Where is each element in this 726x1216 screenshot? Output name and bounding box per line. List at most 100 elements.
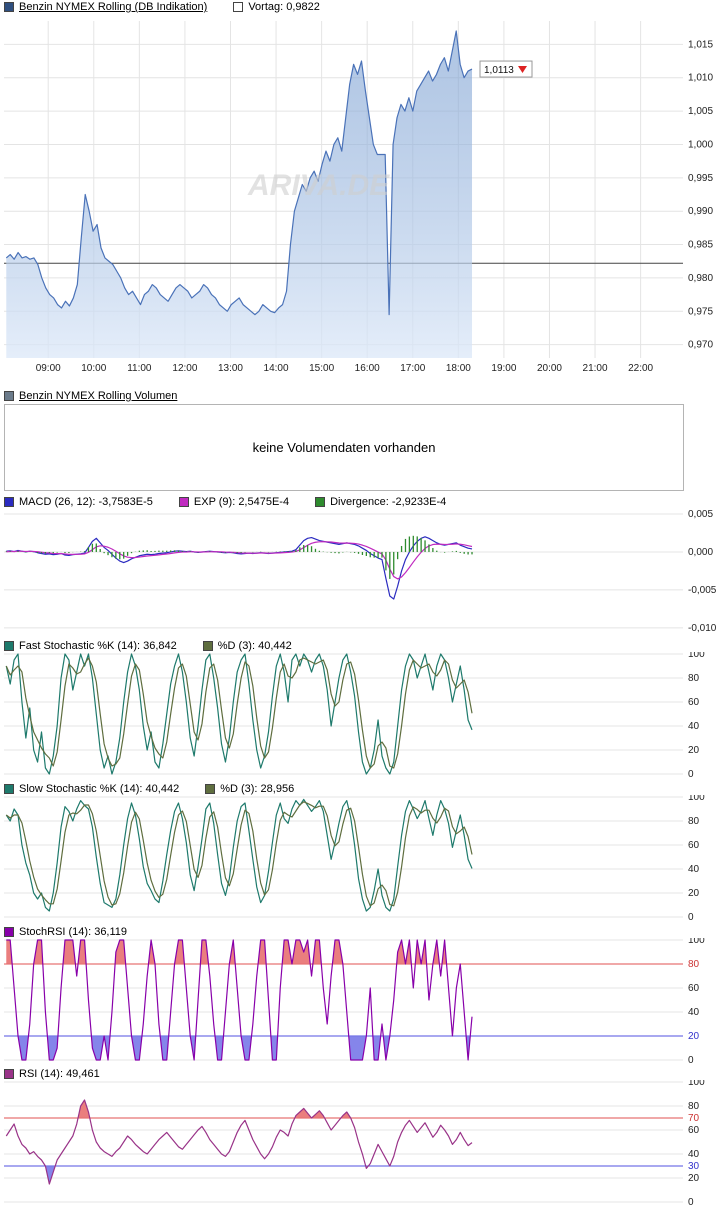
- fast-stochastic-chart[interactable]: 100 80 60 40 20 0: [0, 652, 726, 778]
- svg-text:0: 0: [688, 1197, 694, 1206]
- svg-text:80: 80: [688, 673, 700, 684]
- svg-text:18:00: 18:00: [446, 363, 471, 374]
- svg-text:80: 80: [688, 959, 700, 970]
- divergence-swatch-icon: [315, 497, 326, 507]
- fast-k-label: Fast Stochastic %K (14): 36,842: [19, 640, 177, 652]
- svg-text:100: 100: [688, 652, 705, 660]
- rsi-legend: RSI (14): 49,461: [4, 1068, 100, 1080]
- svg-text:14:00: 14:00: [264, 363, 289, 374]
- svg-text:100: 100: [688, 938, 705, 946]
- svg-text:0,995: 0,995: [688, 173, 713, 184]
- stochrsi-swatch-icon: [4, 927, 14, 937]
- price-chart[interactable]: 09:00 10:00 11:00 12:00 13:00 14:00 15:00 16:00…: [0, 13, 726, 388]
- svg-text:-0,010: -0,010: [688, 623, 717, 634]
- slow-stochastic-legend: Slow Stochastic %K (14): 40,442 %D (3): …: [4, 783, 294, 795]
- svg-text:100: 100: [688, 795, 705, 803]
- fast-k-swatch-icon: [4, 641, 14, 651]
- svg-text:0,980: 0,980: [688, 273, 713, 284]
- macd-toggle[interactable]: MACD (26, 12): -3,7583E-5: [4, 496, 153, 508]
- svg-text:20: 20: [688, 888, 700, 899]
- stochrsi-label: StochRSI (14): 36,119: [19, 926, 128, 938]
- vortag-toggle[interactable]: Vortag: 0,9822: [233, 1, 320, 13]
- svg-text:0: 0: [688, 1055, 694, 1064]
- svg-text:20: 20: [688, 745, 700, 756]
- rsi-swatch-icon: [4, 1069, 14, 1079]
- svg-text:30: 30: [688, 1161, 700, 1172]
- svg-text:15:00: 15:00: [309, 363, 334, 374]
- svg-text:22:00: 22:00: [628, 363, 653, 374]
- fast-d-label: %D (3): 40,442: [217, 640, 292, 652]
- macd-chart[interactable]: 0,005 0,000 -0,005 -0,010: [0, 509, 726, 637]
- macd-swatch-icon: [4, 497, 14, 507]
- svg-text:17:00: 17:00: [400, 363, 425, 374]
- price-legend: Benzin NYMEX Rolling (DB Indikation) Vor…: [4, 1, 320, 13]
- svg-text:60: 60: [688, 1125, 700, 1136]
- fast-k-toggle[interactable]: Fast Stochastic %K (14): 36,842: [4, 640, 177, 652]
- slow-k-swatch-icon: [4, 784, 14, 794]
- fast-d-toggle[interactable]: %D (3): 40,442: [202, 640, 292, 652]
- svg-text:0,005: 0,005: [688, 509, 713, 520]
- price-series-swatch-icon: [4, 2, 14, 12]
- slow-k-label: Slow Stochastic %K (14): 40,442: [19, 783, 180, 795]
- volume-series-toggle[interactable]: Benzin NYMEX Rolling Volumen: [4, 390, 177, 402]
- vortag-label: Vortag: 0,9822: [248, 1, 320, 13]
- svg-text:1,010: 1,010: [688, 73, 713, 84]
- macd-label: MACD (26, 12): -3,7583E-5: [19, 496, 153, 508]
- volume-legend: Benzin NYMEX Rolling Volumen: [4, 390, 177, 402]
- svg-text:1,005: 1,005: [688, 106, 713, 117]
- macd-legend: MACD (26, 12): -3,7583E-5 EXP (9): 2,547…: [4, 496, 446, 508]
- exp-toggle[interactable]: EXP (9): 2,5475E-4: [178, 496, 290, 508]
- svg-text:70: 70: [688, 1113, 700, 1124]
- svg-text:80: 80: [688, 1101, 700, 1112]
- svg-text:21:00: 21:00: [583, 363, 608, 374]
- fast-stochastic-legend: Fast Stochastic %K (14): 36,842 %D (3): …: [4, 640, 292, 652]
- vortag-checkbox-icon: [233, 2, 244, 12]
- svg-text:60: 60: [688, 983, 700, 994]
- svg-text:0,990: 0,990: [688, 206, 713, 217]
- exp-label: EXP (9): 2,5475E-4: [193, 496, 290, 508]
- price-series-label: Benzin NYMEX Rolling (DB Indikation): [19, 1, 208, 13]
- svg-text:20: 20: [688, 1031, 700, 1042]
- volume-panel: keine Volumendaten vorhanden: [4, 404, 684, 491]
- svg-text:12:00: 12:00: [172, 363, 197, 374]
- svg-text:16:00: 16:00: [355, 363, 380, 374]
- svg-text:0,000: 0,000: [688, 547, 713, 558]
- svg-text:60: 60: [688, 840, 700, 851]
- svg-text:13:00: 13:00: [218, 363, 243, 374]
- svg-text:0,975: 0,975: [688, 306, 713, 317]
- svg-text:40: 40: [688, 1007, 700, 1018]
- slow-k-toggle[interactable]: Slow Stochastic %K (14): 40,442: [4, 783, 179, 795]
- svg-text:100: 100: [688, 1080, 705, 1088]
- svg-text:20:00: 20:00: [537, 363, 562, 374]
- exp-swatch-icon: [178, 497, 189, 507]
- svg-text:-0,005: -0,005: [688, 585, 717, 596]
- price-series-toggle[interactable]: Benzin NYMEX Rolling (DB Indikation): [4, 1, 207, 13]
- svg-text:60: 60: [688, 697, 700, 708]
- svg-text:10:00: 10:00: [81, 363, 106, 374]
- fast-d-swatch-icon: [202, 641, 213, 651]
- svg-text:0,985: 0,985: [688, 240, 713, 251]
- rsi-label: RSI (14): 49,461: [19, 1068, 100, 1080]
- svg-text:1,0113: 1,0113: [484, 65, 514, 76]
- stochrsi-toggle[interactable]: StochRSI (14): 36,119: [4, 926, 127, 938]
- svg-text:1,000: 1,000: [688, 139, 713, 150]
- svg-text:40: 40: [688, 1149, 700, 1160]
- svg-text:80: 80: [688, 816, 700, 827]
- svg-text:0: 0: [688, 769, 694, 778]
- divergence-toggle[interactable]: Divergence: -2,9233E-4: [315, 496, 446, 508]
- no-volume-message: keine Volumendaten vorhanden: [252, 440, 436, 455]
- stochrsi-chart[interactable]: 100 80 60 40 20 0: [0, 938, 726, 1064]
- slow-d-toggle[interactable]: %D (3): 28,956: [205, 783, 294, 795]
- volume-series-label: Benzin NYMEX Rolling Volumen: [19, 390, 178, 402]
- slow-d-label: %D (3): 28,956: [220, 783, 295, 795]
- svg-text:19:00: 19:00: [491, 363, 516, 374]
- svg-text:40: 40: [688, 721, 700, 732]
- stochrsi-legend: StochRSI (14): 36,119: [4, 926, 127, 938]
- svg-text:11:00: 11:00: [127, 363, 152, 374]
- svg-text:40: 40: [688, 864, 700, 875]
- rsi-toggle[interactable]: RSI (14): 49,461: [4, 1068, 100, 1080]
- slow-stochastic-chart[interactable]: 100 80 60 40 20 0: [0, 795, 726, 921]
- volume-swatch-icon: [4, 391, 14, 401]
